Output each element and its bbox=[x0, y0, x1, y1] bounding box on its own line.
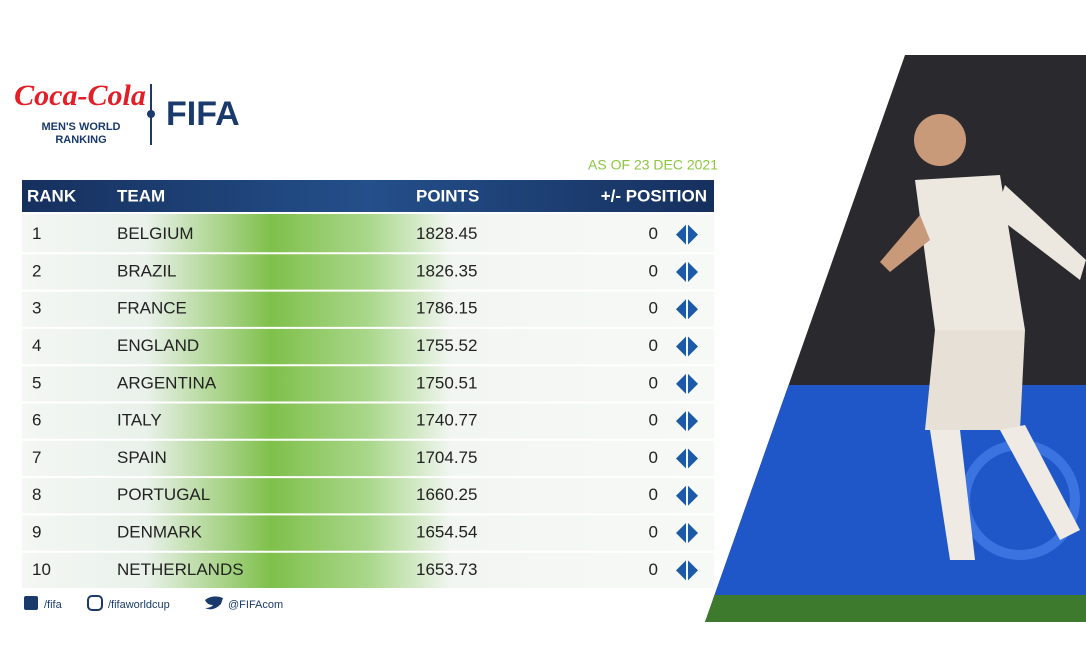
rank: 8 bbox=[32, 485, 41, 504]
table-bg bbox=[22, 214, 714, 588]
column-header: POINTS bbox=[416, 186, 479, 205]
social-handle: @FIFAcom bbox=[228, 599, 283, 611]
team: NETHERLANDS bbox=[117, 560, 244, 579]
team: ENGLAND bbox=[117, 336, 199, 355]
twitter-icon bbox=[205, 596, 223, 610]
position-change: 0 bbox=[649, 336, 658, 355]
points: 1786.15 bbox=[416, 299, 477, 318]
position-icon bbox=[676, 448, 698, 469]
photo bbox=[705, 55, 1086, 622]
instagram-icon bbox=[87, 595, 103, 611]
rank: 5 bbox=[32, 373, 41, 392]
points: 1654.54 bbox=[416, 523, 477, 542]
position-change: 0 bbox=[649, 560, 658, 579]
points: 1740.77 bbox=[416, 411, 477, 430]
points: 1653.73 bbox=[416, 560, 477, 579]
position-icon bbox=[676, 523, 698, 544]
team: BELGIUM bbox=[117, 224, 194, 243]
column-header: TEAM bbox=[117, 186, 165, 205]
footer: /fifa /fifaworldcup @FIFAcom bbox=[24, 595, 283, 611]
position-change: 0 bbox=[649, 485, 658, 504]
social-handle: /fifa bbox=[44, 599, 63, 611]
position-change: 0 bbox=[649, 448, 658, 467]
table-header bbox=[22, 180, 714, 212]
column-header: RANK bbox=[27, 186, 77, 205]
points: 1750.51 bbox=[416, 373, 477, 392]
team: SPAIN bbox=[117, 448, 167, 467]
team: BRAZIL bbox=[117, 261, 177, 280]
team: DENMARK bbox=[117, 523, 203, 542]
position-change: 0 bbox=[649, 411, 658, 430]
points: 1828.45 bbox=[416, 224, 477, 243]
position-icon bbox=[676, 336, 698, 357]
logo: Coca-Cola MEN'S WORLD RANKING FIFA bbox=[14, 79, 240, 146]
position-change: 0 bbox=[649, 299, 658, 318]
position-change: 0 bbox=[649, 261, 658, 280]
points: 1755.52 bbox=[416, 336, 477, 355]
date: AS OF 23 DEC 2021 bbox=[588, 157, 718, 173]
position-icon bbox=[676, 373, 698, 394]
rank: 6 bbox=[32, 411, 41, 430]
position-icon bbox=[676, 411, 698, 432]
rank: 7 bbox=[32, 448, 41, 467]
rank: 9 bbox=[32, 523, 41, 542]
subtitle: MEN'S WORLD bbox=[42, 121, 121, 133]
position-change: 0 bbox=[649, 523, 658, 542]
points: 1704.75 bbox=[416, 448, 477, 467]
rank: 3 bbox=[32, 299, 41, 318]
position-change: 0 bbox=[649, 373, 658, 392]
team: FRANCE bbox=[117, 299, 187, 318]
sponsor-logo: Coca-Cola bbox=[14, 79, 146, 112]
rank: 4 bbox=[32, 336, 41, 355]
facebook-icon bbox=[24, 596, 38, 610]
brand: FIFA bbox=[166, 95, 240, 133]
position-change: 0 bbox=[649, 224, 658, 243]
position-icon bbox=[676, 485, 698, 506]
points: 1826.35 bbox=[416, 261, 477, 280]
position-icon bbox=[676, 299, 698, 320]
table: RANK TEAM POINTS +/- POSITION 1 BELGIUM 1828.4… bbox=[22, 186, 714, 581]
points: 1660.25 bbox=[416, 485, 477, 504]
team: PORTUGAL bbox=[117, 485, 210, 504]
team: ARGENTINA bbox=[117, 373, 217, 392]
subtitle: RANKING bbox=[55, 134, 106, 146]
position-icon bbox=[676, 261, 698, 282]
column-header: +/- POSITION bbox=[601, 186, 707, 205]
team: ITALY bbox=[117, 411, 162, 430]
rank: 10 bbox=[32, 560, 51, 579]
rank: 2 bbox=[32, 261, 41, 280]
social-handle: /fifaworldcup bbox=[108, 599, 170, 611]
position-icon bbox=[676, 560, 698, 581]
rank: 1 bbox=[32, 224, 41, 243]
position-icon bbox=[676, 224, 698, 245]
divider-dot bbox=[147, 110, 155, 118]
